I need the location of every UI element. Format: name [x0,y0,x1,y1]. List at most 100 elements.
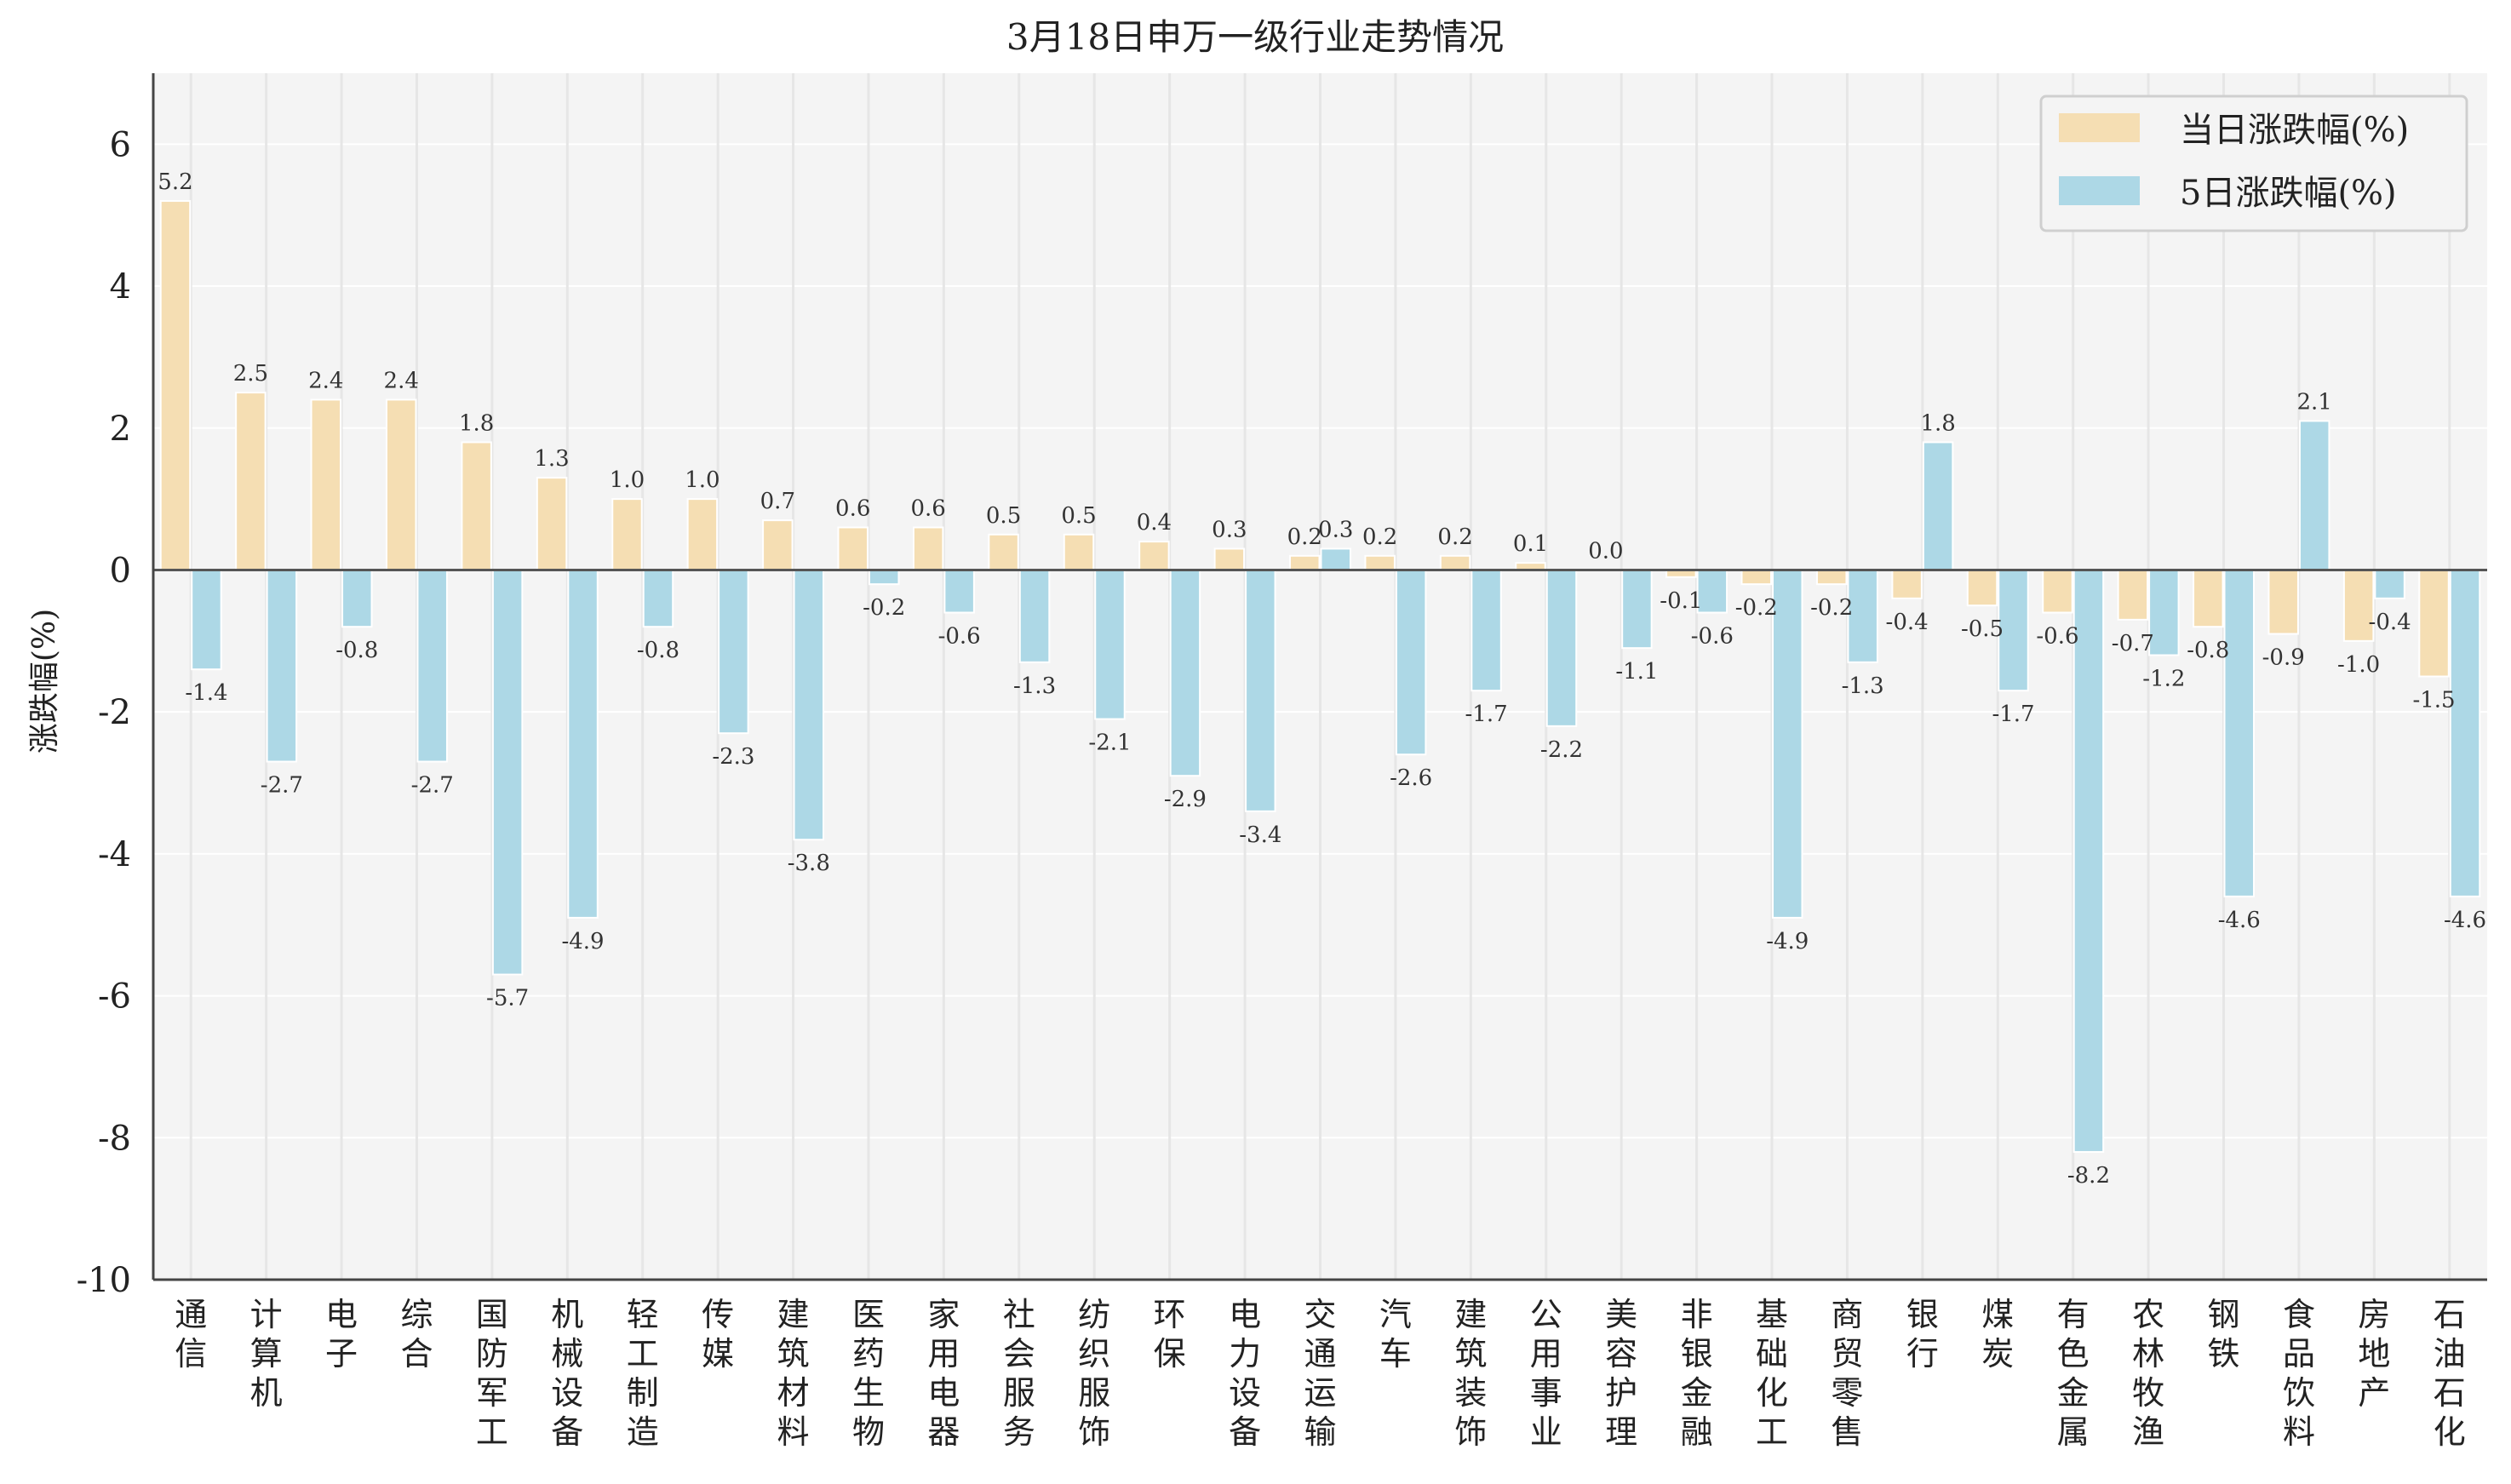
bar-5day-0 [191,569,222,671]
category-label-2: 电子 [325,1296,358,1372]
category-label-11: 社会服务 [1003,1296,1035,1451]
label-daily-6: 1.0 [610,467,645,493]
category-label-17: 建筑装饰 [1454,1296,1487,1451]
label-5day-30: -4.6 [2444,908,2486,933]
axes [152,73,2487,1281]
y-tick-label: -4 [98,835,131,874]
label-daily-12: 0.5 [1061,503,1096,529]
category-label-9: 医药生物 [852,1296,885,1451]
label-daily-14: 0.3 [1212,517,1247,542]
bar-daily-10 [912,526,944,571]
category-label-21: 基础化工 [1756,1296,1788,1451]
legend-swatch-5day [2059,176,2140,205]
label-5day-5: -4.9 [561,929,604,954]
bar-daily-9 [837,526,869,571]
bar-5day-3 [416,569,448,763]
data-labels: 5.2 2.5 2.4 2.4 1.8 1.3 1.0 1.0 0.7 0.6 0.6 0.5 0.5 0… [158,169,2486,1189]
label-5day-29: -0.4 [2369,610,2411,635]
bar-5day-15 [1320,547,1351,571]
label-daily-25: -0.6 [2036,623,2078,649]
label-5day-7: -2.3 [712,744,754,770]
bar-5day-2 [341,569,373,628]
label-5day-13: -2.9 [1164,787,1207,812]
y-tick-label: 0 [110,551,131,590]
bar-5day-19 [1621,569,1653,650]
bar-daily-23 [1891,569,1923,599]
label-daily-16: 0.2 [1362,524,1397,550]
bar-5day-18 [1545,569,1578,727]
bar-5day-28 [2298,420,2330,571]
y-tick-label: -2 [98,693,131,732]
label-daily-28: -0.9 [2262,645,2305,670]
label-daily-30: -1.5 [2412,688,2455,713]
category-label-24: 煤炭 [1981,1296,2014,1372]
legend-box [2039,95,2468,232]
bar-daily-5 [536,477,568,571]
label-5day-6: -0.8 [637,638,679,663]
bar-5day-7 [718,569,749,735]
label-5day-14: -3.4 [1239,822,1281,848]
label-daily-5: 1.3 [534,446,569,472]
label-daily-4: 1.8 [459,410,494,436]
bar-daily-14 [1213,547,1246,571]
category-label-10: 家用电器 [927,1296,960,1451]
bar-daily-7 [686,498,719,571]
label-daily-18: 0.1 [1513,531,1548,557]
label-5day-24: -1.7 [1992,702,2034,727]
category-label-14: 电力设备 [1229,1296,1261,1451]
label-5day-12: -2.1 [1088,731,1131,756]
label-daily-26: -0.7 [2112,631,2154,656]
bar-5day-17 [1470,569,1502,692]
category-label-16: 汽车 [1379,1296,1412,1372]
legend: 当日涨跌幅(%) 5日涨跌幅(%) [2039,95,2468,232]
bar-5day-26 [2148,569,2180,656]
label-5day-28: 2.1 [2297,389,2332,415]
bar-5day-9 [868,569,900,586]
bar-daily-24 [1966,569,1998,607]
category-label-28: 食品饮料 [2283,1296,2315,1451]
label-5day-3: -2.7 [411,773,454,799]
bar-5day-25 [2072,569,2105,1153]
label-5day-0: -1.4 [185,680,227,706]
category-label-27: 钢铁 [2208,1296,2240,1372]
category-label-1: 计算机 [250,1296,283,1412]
bar-5day-12 [1094,569,1126,720]
label-5day-2: -0.8 [335,638,378,663]
label-5day-8: -3.8 [788,851,830,876]
bar-daily-1 [235,392,267,571]
bar-5day-23 [1922,441,1954,571]
label-5day-20: -0.6 [1691,623,1734,649]
category-label-15: 交通运输 [1304,1296,1336,1451]
y-tick-label: 6 [110,125,131,164]
bar-5day-11 [1018,569,1051,663]
bar-daily-8 [762,519,794,571]
label-5day-18: -2.2 [1540,737,1583,763]
bar-daily-29 [2342,569,2375,642]
label-daily-19: 0.0 [1588,538,1623,564]
label-daily-2: 2.4 [308,368,343,393]
y-tick-labels: 6 4 2 0 -2 -4 -6 -8 -10 [77,125,131,1300]
category-label-3: 综合 [400,1296,433,1372]
category-label-4: 国防军工 [476,1296,508,1451]
label-daily-3: 2.4 [384,368,419,393]
bar-5day-16 [1395,569,1427,756]
category-label-7: 传媒 [702,1296,734,1372]
bar-5day-13 [1169,569,1201,777]
bar-5day-20 [1696,569,1728,614]
bar-5day-10 [943,569,975,614]
label-daily-11: 0.5 [986,503,1021,529]
bar-5day-5 [567,569,599,919]
label-daily-13: 0.4 [1137,510,1172,536]
bar-5day-4 [491,569,524,976]
label-daily-0: 5.2 [158,169,192,195]
bar-daily-16 [1364,554,1396,571]
bar-daily-11 [988,533,1019,571]
legend-label-5day: 5日涨跌幅(%) [2180,174,2397,213]
label-daily-15: 0.2 [1287,524,1322,550]
label-daily-23: -0.4 [1886,610,1929,635]
label-daily-10: 0.6 [910,496,945,521]
label-daily-24: -0.5 [1961,616,2004,642]
bar-5day-8 [793,569,825,841]
label-daily-20: -0.1 [1660,588,1702,614]
